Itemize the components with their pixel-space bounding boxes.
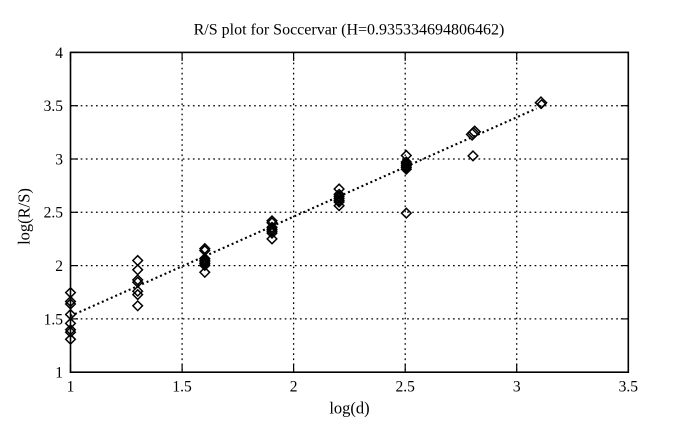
svg-text:1.5: 1.5 — [44, 311, 64, 328]
svg-text:R/S plot for Soccervar (H=0.93: R/S plot for Soccervar (H=0.935334694806… — [194, 22, 505, 39]
svg-text:2: 2 — [290, 379, 298, 396]
svg-text:4: 4 — [55, 45, 63, 62]
svg-text:log(d): log(d) — [329, 399, 369, 418]
svg-text:3: 3 — [55, 151, 63, 168]
svg-text:2: 2 — [55, 258, 63, 275]
svg-text:log(R/S): log(R/S) — [15, 188, 34, 245]
svg-text:2.5: 2.5 — [44, 205, 64, 222]
svg-text:1.5: 1.5 — [172, 379, 192, 396]
svg-text:2.5: 2.5 — [396, 379, 416, 396]
svg-text:1: 1 — [67, 379, 75, 396]
svg-text:3.5: 3.5 — [44, 98, 64, 115]
svg-text:3.5: 3.5 — [619, 379, 639, 396]
svg-text:3: 3 — [513, 379, 521, 396]
svg-text:1: 1 — [55, 365, 63, 382]
